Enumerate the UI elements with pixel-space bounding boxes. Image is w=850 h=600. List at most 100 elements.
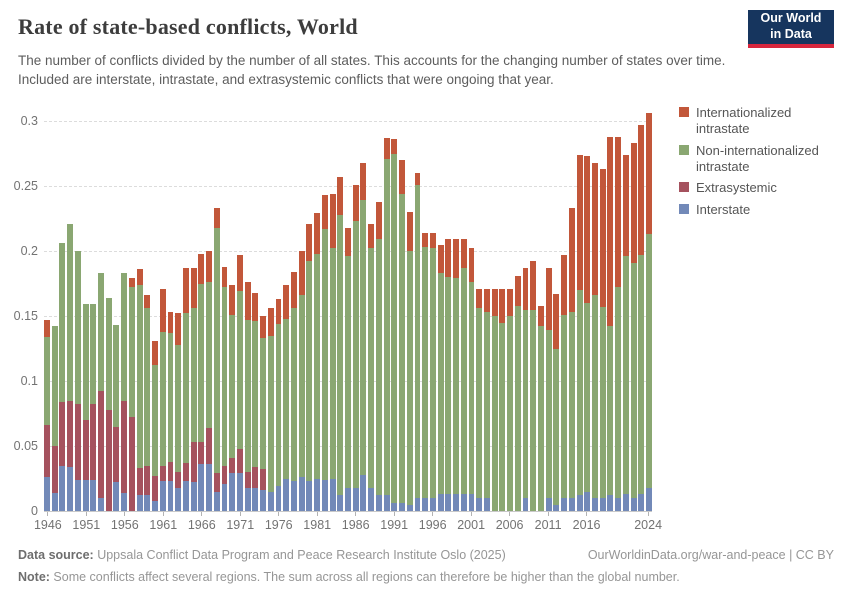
bar-1980[interactable] [306, 223, 313, 511]
bar-1962[interactable] [167, 312, 174, 511]
bar-2002[interactable] [476, 288, 483, 511]
bar-1973[interactable] [252, 292, 259, 511]
bar-2016[interactable] [584, 156, 591, 511]
bar-1992[interactable] [399, 160, 405, 511]
bar-2006[interactable] [507, 288, 514, 511]
bar-1949[interactable] [67, 223, 74, 511]
bar-1946[interactable] [44, 319, 50, 511]
bar-2000[interactable] [460, 239, 467, 511]
bar-1989[interactable] [375, 201, 382, 511]
bar-2013[interactable] [561, 254, 568, 511]
bar-1998[interactable] [445, 239, 452, 511]
segment-non-internationalized-intrastate-1984 [337, 214, 344, 496]
legend-item-non-internationalized-intrastate[interactable]: Non-internationalized intrastate [679, 143, 847, 175]
x-tick-1976 [278, 512, 280, 516]
bar-1968[interactable] [213, 208, 220, 511]
bar-1954[interactable] [105, 297, 112, 511]
bar-2012[interactable] [553, 293, 560, 511]
bar-1984[interactable] [337, 176, 344, 511]
bar-2018[interactable] [599, 169, 606, 511]
segment-internationalized-intrastate-1996 [429, 232, 436, 249]
bar-2021[interactable] [622, 154, 629, 511]
bar-1951[interactable] [82, 304, 89, 511]
bar-2003[interactable] [483, 288, 490, 511]
segment-internationalized-intrastate-1988 [368, 223, 375, 249]
bar-1978[interactable] [291, 271, 297, 511]
bar-1950[interactable] [74, 251, 81, 511]
bar-1969[interactable] [221, 266, 228, 511]
bar-1994[interactable] [414, 173, 421, 511]
bar-1961[interactable] [159, 288, 166, 511]
bar-2009[interactable] [530, 261, 537, 511]
bar-2020[interactable] [615, 136, 622, 511]
bar-1967[interactable] [206, 251, 213, 511]
bar-2011[interactable] [545, 267, 552, 511]
bar-1976[interactable] [275, 299, 282, 511]
bar-1953[interactable] [98, 273, 104, 511]
segment-internationalized-intrastate-2003 [483, 288, 490, 313]
bar-2019[interactable] [607, 136, 614, 511]
legend-item-extrasystemic[interactable]: Extrasystemic [679, 180, 847, 196]
bar-1960[interactable] [152, 340, 158, 511]
bar-1983[interactable] [329, 193, 336, 511]
bar-1971[interactable] [236, 254, 243, 511]
bar-2005[interactable] [499, 288, 506, 511]
bar-1947[interactable] [51, 326, 58, 511]
bar-2007[interactable] [514, 275, 521, 511]
legend-item-internationalized-intrastate[interactable]: Internationalized intrastate [679, 105, 847, 137]
bar-1964[interactable] [182, 267, 189, 511]
segment-non-internationalized-intrastate-1974 [260, 338, 267, 470]
bar-1972[interactable] [244, 282, 251, 511]
bar-1988[interactable] [368, 223, 375, 511]
bar-1958[interactable] [136, 269, 143, 511]
bar-1997[interactable] [437, 244, 444, 511]
bar-1977[interactable] [283, 284, 290, 511]
bar-2017[interactable] [592, 162, 598, 511]
bar-2024[interactable] [646, 113, 652, 511]
bar-1982[interactable] [321, 195, 328, 511]
bar-1952[interactable] [90, 304, 97, 511]
bar-1955[interactable] [113, 325, 120, 511]
bar-1991[interactable] [391, 139, 398, 511]
bar-1959[interactable] [144, 295, 151, 511]
bar-1986[interactable] [352, 184, 359, 511]
segment-internationalized-intrastate-2013 [561, 254, 568, 315]
y-axis-label-0.1: 0.1 [20, 374, 38, 388]
bar-1979[interactable] [298, 251, 305, 511]
bar-1985[interactable] [345, 227, 351, 511]
bar-2010[interactable] [538, 305, 544, 511]
bar-1975[interactable] [267, 308, 274, 511]
bar-1948[interactable] [59, 243, 66, 511]
bar-1957[interactable] [128, 278, 135, 511]
bar-1981[interactable] [314, 213, 321, 511]
bar-2008[interactable] [522, 267, 529, 511]
segment-interstate-2013 [561, 498, 568, 511]
bar-1970[interactable] [229, 284, 236, 511]
bar-1974[interactable] [260, 316, 267, 511]
bar-2001[interactable] [468, 248, 475, 511]
footer-link[interactable]: OurWorldinData.org/war-and-peace | CC BY [587, 548, 834, 562]
segment-internationalized-intrastate-2021 [622, 154, 629, 257]
bar-1990[interactable] [383, 137, 390, 511]
bar-1987[interactable] [360, 162, 367, 511]
bar-1965[interactable] [190, 267, 197, 511]
bar-1963[interactable] [175, 313, 182, 511]
bar-1995[interactable] [422, 232, 429, 511]
segment-non-internationalized-intrastate-2013 [561, 314, 568, 498]
segment-extrasystemic-1957 [128, 417, 135, 511]
bar-2015[interactable] [576, 154, 583, 511]
segment-non-internationalized-intrastate-2020 [615, 287, 622, 498]
bar-1996[interactable] [429, 232, 436, 511]
bar-2023[interactable] [638, 124, 645, 511]
bar-2014[interactable] [568, 208, 575, 511]
bar-1956[interactable] [121, 273, 128, 511]
legend-item-interstate[interactable]: Interstate [679, 202, 847, 218]
segment-interstate-1961 [159, 481, 166, 511]
owid-logo[interactable]: Our World in Data [748, 10, 834, 48]
bar-1993[interactable] [406, 212, 413, 511]
bar-2022[interactable] [630, 143, 637, 511]
bar-2004[interactable] [491, 288, 498, 511]
bar-1999[interactable] [453, 239, 460, 511]
bar-1966[interactable] [198, 253, 205, 511]
